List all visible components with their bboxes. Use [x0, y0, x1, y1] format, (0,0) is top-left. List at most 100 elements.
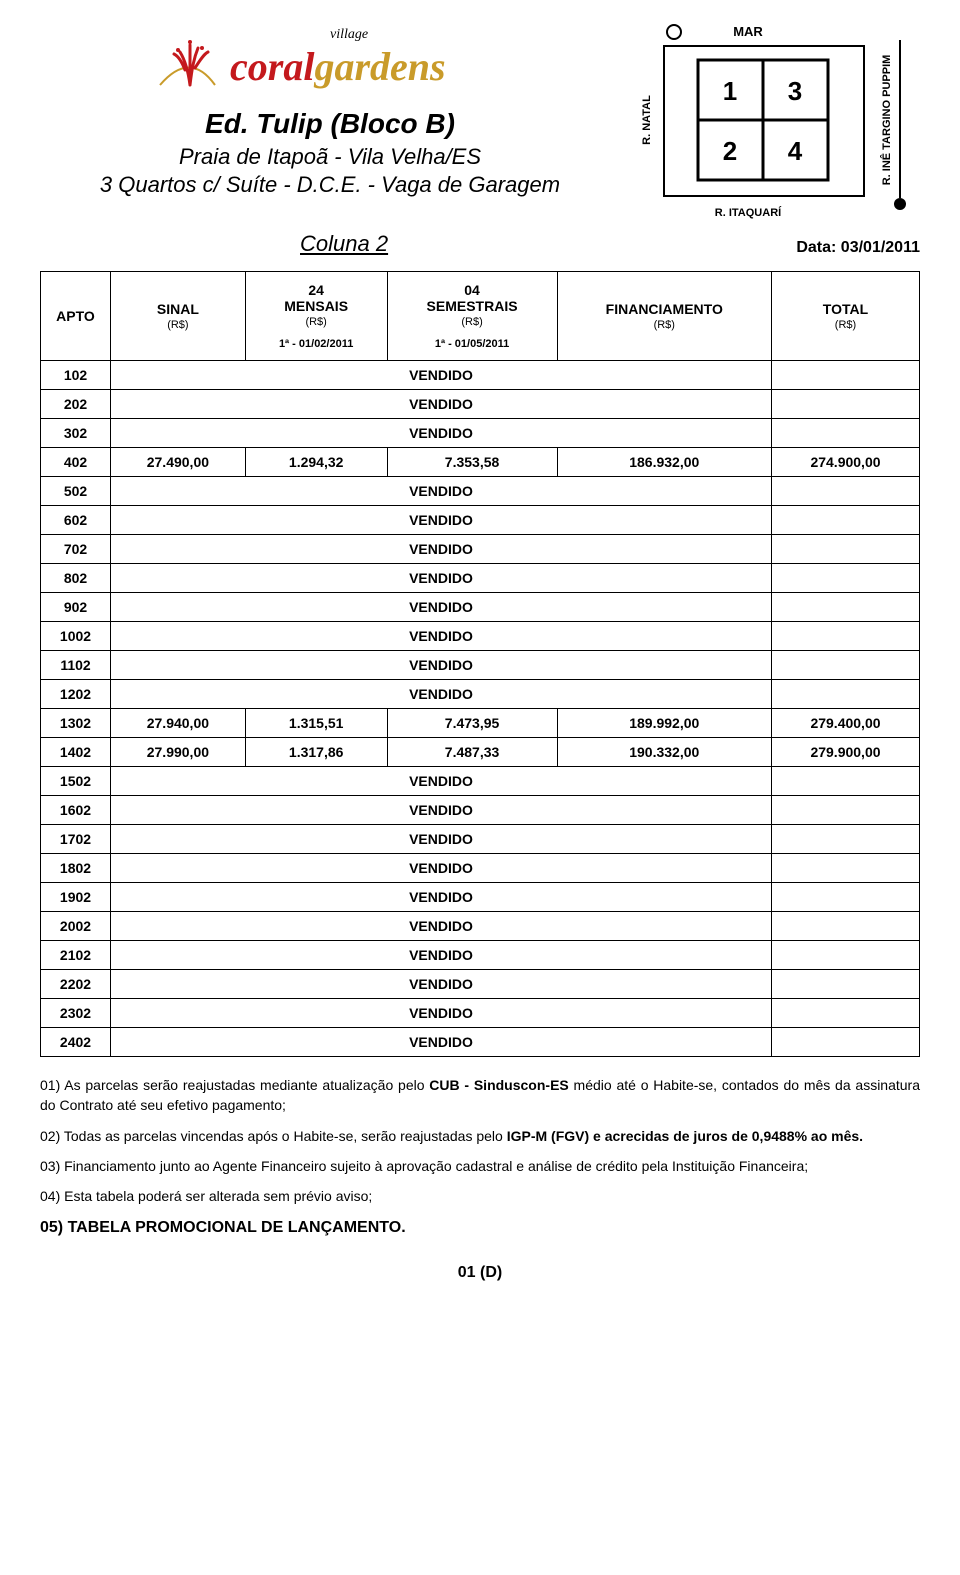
- cell-apto: 2102: [41, 941, 111, 970]
- table-row: 502VENDIDO: [41, 477, 920, 506]
- table-row: 1002VENDIDO: [41, 622, 920, 651]
- column-date-row: Coluna 2 Data: 03/01/2011: [40, 231, 920, 257]
- compass-circle: [667, 25, 681, 39]
- cell-total: [771, 941, 919, 970]
- cell-apto: 1502: [41, 767, 111, 796]
- cell-total: 279.400,00: [771, 709, 919, 738]
- cell-financ: 190.332,00: [557, 738, 771, 767]
- cell-sold: VENDIDO: [111, 883, 772, 912]
- cell-apto: 2402: [41, 1028, 111, 1057]
- cell-mensais: 1.294,32: [245, 448, 387, 477]
- note-3: 03) Financiamento junto ao Agente Financ…: [40, 1156, 920, 1176]
- cell-total: [771, 419, 919, 448]
- logo-top-word: village: [330, 27, 368, 42]
- label-mar: MAR: [733, 24, 763, 39]
- cell-total: [771, 361, 919, 390]
- cell-total: [771, 825, 919, 854]
- table-row: 602VENDIDO: [41, 506, 920, 535]
- cell-total: [771, 883, 919, 912]
- table-row: 802VENDIDO: [41, 564, 920, 593]
- header-left: village coralgardens Ed. Tulip (Bloco B)…: [40, 20, 620, 204]
- table-row: 902VENDIDO: [41, 593, 920, 622]
- cell-sold: VENDIDO: [111, 477, 772, 506]
- site-plan: MAR R. NATAL R. INÊ TARGINO PUPPIM R. IT…: [620, 20, 920, 225]
- cell-total: [771, 564, 919, 593]
- notes: 01) As parcelas serão reajustadas median…: [40, 1075, 920, 1240]
- logo: village coralgardens: [40, 20, 620, 100]
- note-1: 01) As parcelas serão reajustadas median…: [40, 1075, 920, 1116]
- table-row: 702VENDIDO: [41, 535, 920, 564]
- cell-sold: VENDIDO: [111, 941, 772, 970]
- cell-sold: VENDIDO: [111, 390, 772, 419]
- cell-apto: 502: [41, 477, 111, 506]
- cell-sinal: 27.940,00: [111, 709, 246, 738]
- table-row: 102VENDIDO: [41, 361, 920, 390]
- cell-sold: VENDIDO: [111, 970, 772, 999]
- table-row: 2102VENDIDO: [41, 941, 920, 970]
- cell-sold: VENDIDO: [111, 535, 772, 564]
- cell-apto: 102: [41, 361, 111, 390]
- description: 3 Quartos c/ Suíte - D.C.E. - Vaga de Ga…: [40, 172, 620, 198]
- cell-total: [771, 999, 919, 1028]
- cell-total: [771, 796, 919, 825]
- table-row: 2002VENDIDO: [41, 912, 920, 941]
- cell-total: [771, 506, 919, 535]
- cell-semestrais: 7.353,58: [387, 448, 557, 477]
- cell-apto: 1302: [41, 709, 111, 738]
- date-value: 03/01/2011: [841, 239, 920, 256]
- cell-apto: 702: [41, 535, 111, 564]
- cell-apto: 302: [41, 419, 111, 448]
- table-row: 140227.990,001.317,867.487,33190.332,002…: [41, 738, 920, 767]
- table-row: 202VENDIDO: [41, 390, 920, 419]
- col-header-0: APTO: [41, 272, 111, 361]
- cell-sinal: 27.990,00: [111, 738, 246, 767]
- table-row: 2302VENDIDO: [41, 999, 920, 1028]
- cell-total: [771, 970, 919, 999]
- cell-3: 3: [788, 76, 802, 106]
- col-header-3: 04 SEMESTRAIS(R$)1ª - 01/05/2011: [387, 272, 557, 361]
- label-itaquari: R. ITAQUARÍ: [715, 206, 782, 219]
- cell-apto: 2302: [41, 999, 111, 1028]
- dot-icon: [894, 198, 906, 210]
- header-row: village coralgardens Ed. Tulip (Bloco B)…: [40, 20, 920, 225]
- col-header-5: TOTAL(R$): [771, 272, 919, 361]
- table-row: 1502VENDIDO: [41, 767, 920, 796]
- table-row: 2202VENDIDO: [41, 970, 920, 999]
- cell-financ: 186.932,00: [557, 448, 771, 477]
- cell-sold: VENDIDO: [111, 593, 772, 622]
- table-row: 1702VENDIDO: [41, 825, 920, 854]
- logo-svg: village coralgardens: [150, 20, 510, 100]
- cell-total: [771, 1028, 919, 1057]
- cell-apto: 1402: [41, 738, 111, 767]
- cell-sold: VENDIDO: [111, 854, 772, 883]
- cell-sold: VENDIDO: [111, 767, 772, 796]
- cell-apto: 1702: [41, 825, 111, 854]
- cell-4: 4: [788, 136, 803, 166]
- table-head-row: APTOSINAL(R$)24 MENSAIS(R$)1ª - 01/02/20…: [41, 272, 920, 361]
- cell-sold: VENDIDO: [111, 651, 772, 680]
- table-head: APTOSINAL(R$)24 MENSAIS(R$)1ª - 01/02/20…: [41, 272, 920, 361]
- note-5: 05) TABELA PROMOCIONAL DE LANÇAMENTO.: [40, 1216, 920, 1239]
- cell-apto: 1802: [41, 854, 111, 883]
- table-row: 40227.490,001.294,327.353,58186.932,0027…: [41, 448, 920, 477]
- cell-sold: VENDIDO: [111, 506, 772, 535]
- cell-total: [771, 854, 919, 883]
- cell-total: 274.900,00: [771, 448, 919, 477]
- cell-total: [771, 912, 919, 941]
- table-row: 1102VENDIDO: [41, 651, 920, 680]
- cell-sold: VENDIDO: [111, 1028, 772, 1057]
- page-number: 01 (D): [40, 1264, 920, 1282]
- cell-apto: 1902: [41, 883, 111, 912]
- cell-sold: VENDIDO: [111, 825, 772, 854]
- table-body: 102VENDIDO202VENDIDO302VENDIDO40227.490,…: [41, 361, 920, 1057]
- table-row: 1902VENDIDO: [41, 883, 920, 912]
- table-row: 130227.940,001.315,517.473,95189.992,002…: [41, 709, 920, 738]
- cell-sold: VENDIDO: [111, 622, 772, 651]
- cell-apto: 1602: [41, 796, 111, 825]
- cell-total: 279.900,00: [771, 738, 919, 767]
- cell-total: [771, 390, 919, 419]
- cell-total: [771, 767, 919, 796]
- col-header-1: SINAL(R$): [111, 272, 246, 361]
- cell-sold: VENDIDO: [111, 796, 772, 825]
- cell-sold: VENDIDO: [111, 564, 772, 593]
